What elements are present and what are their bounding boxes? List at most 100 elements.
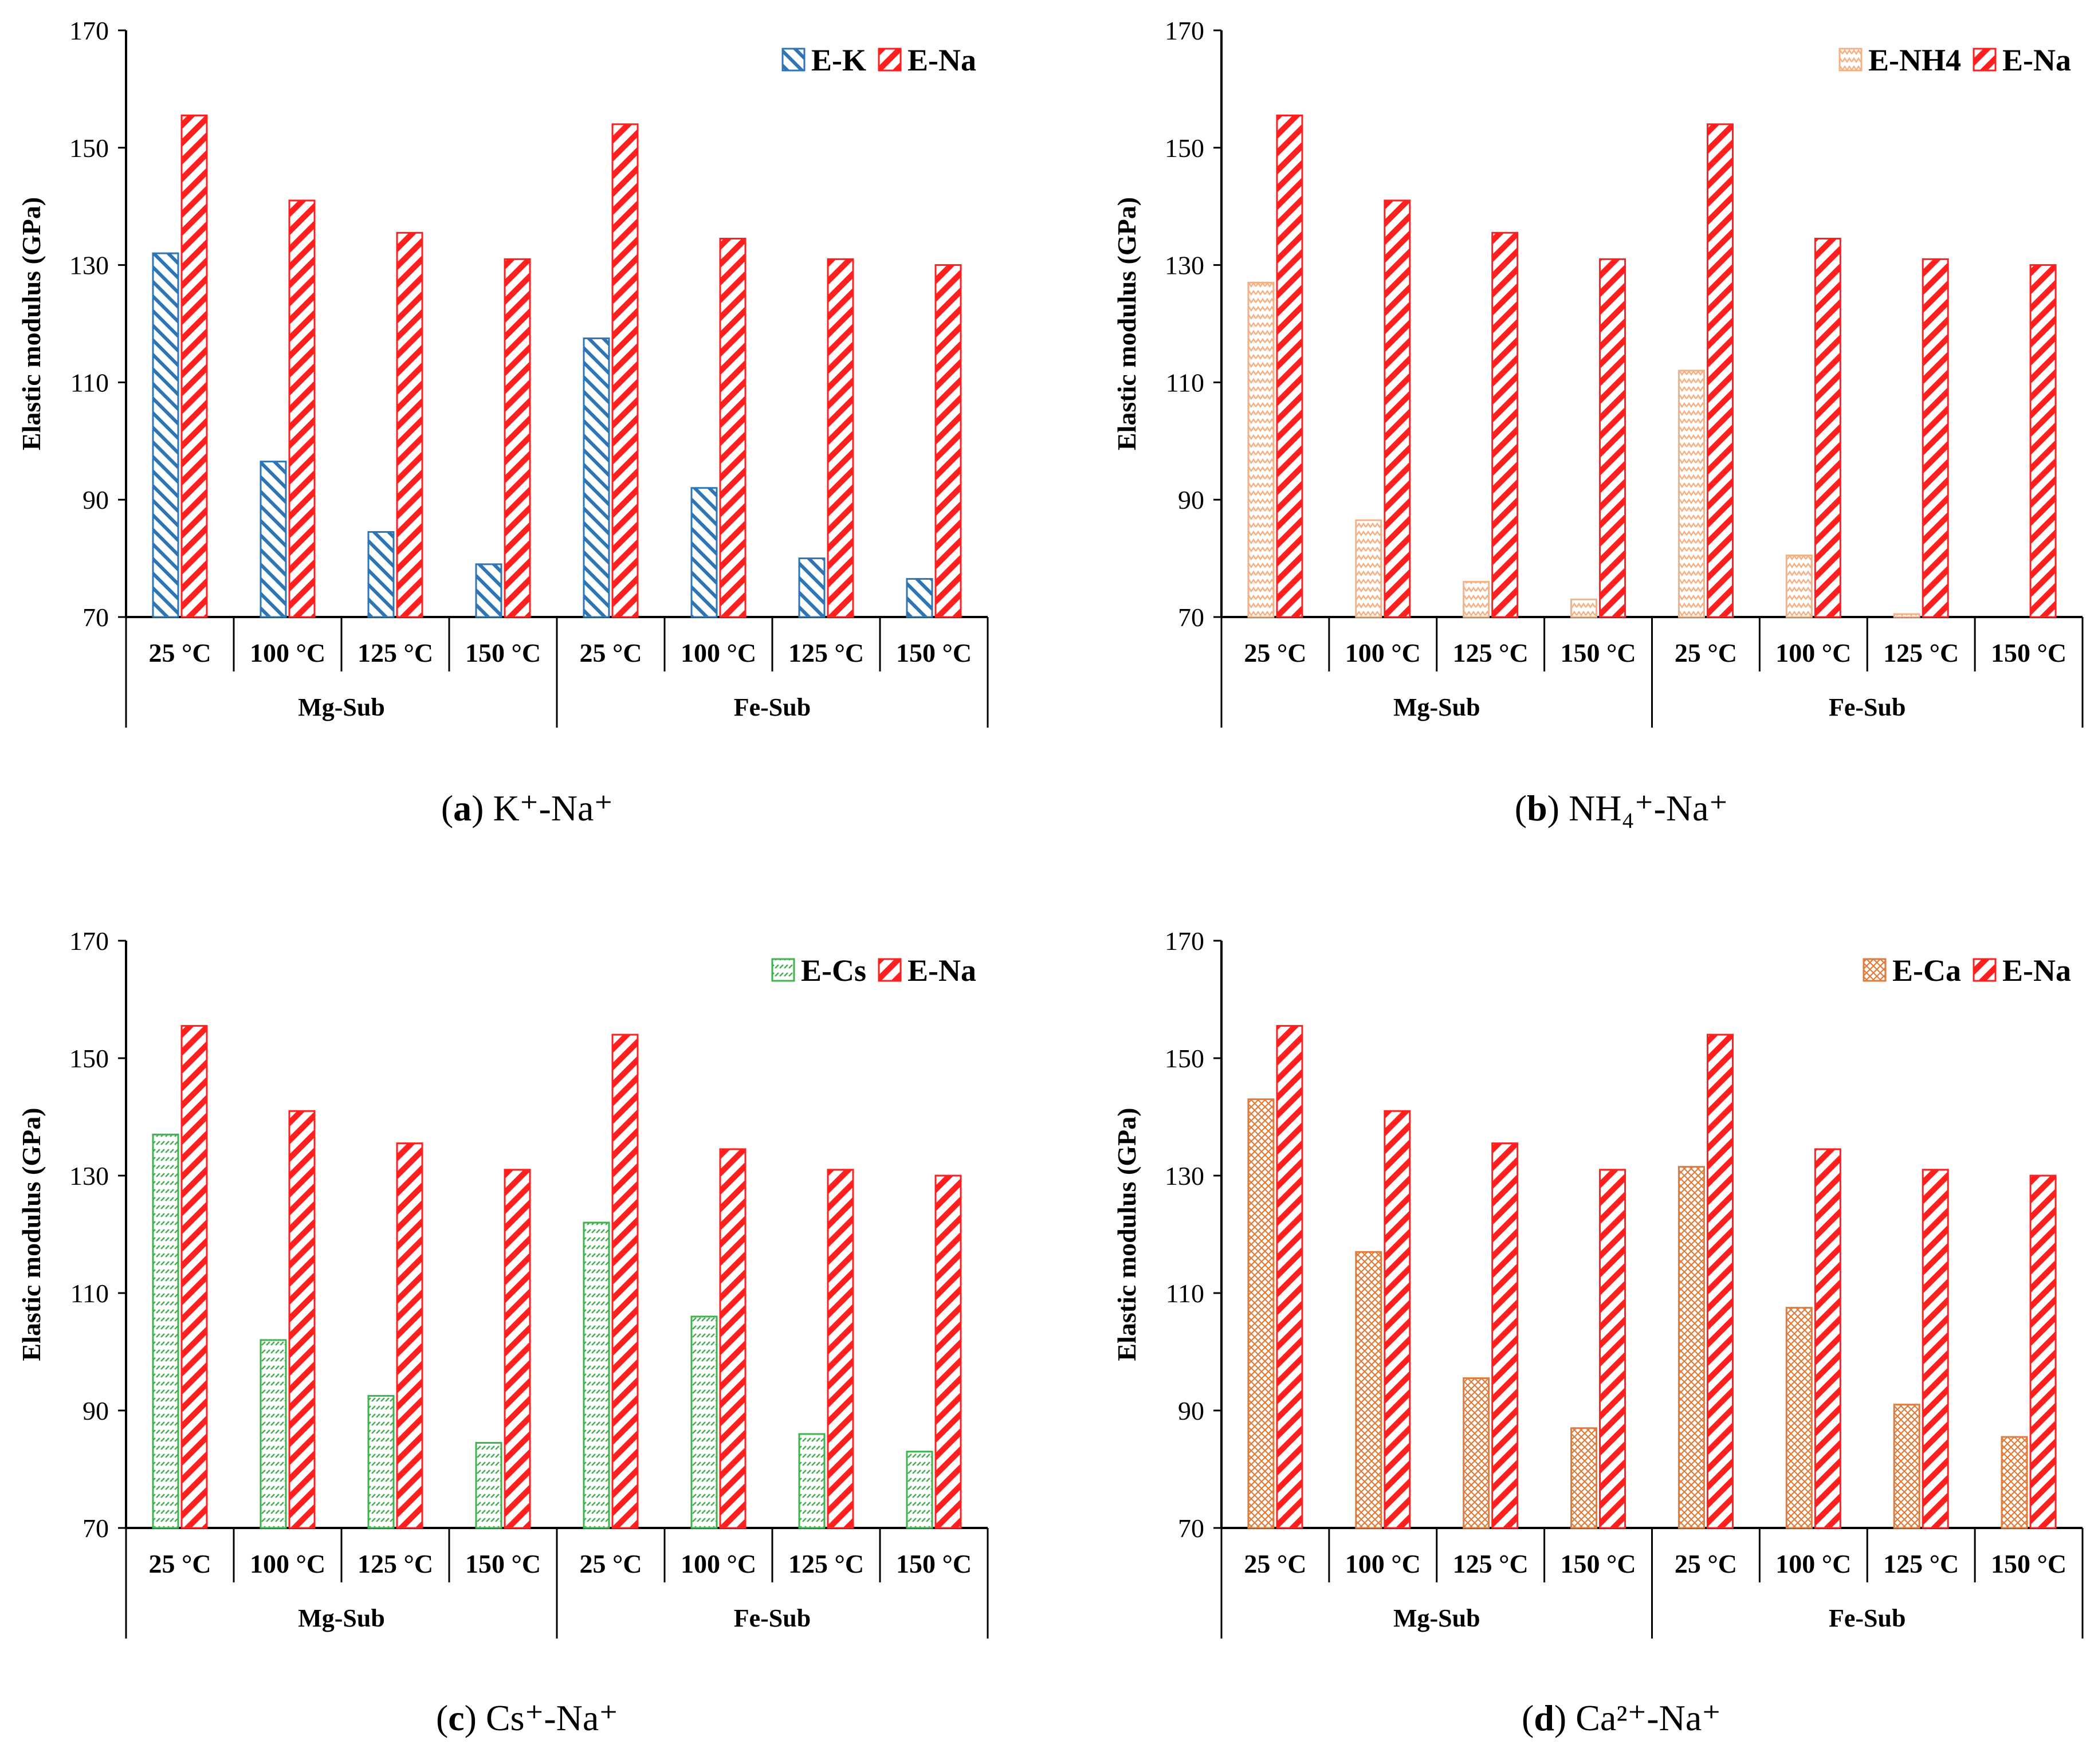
bar-e-nh4-2 [1463, 581, 1490, 618]
bar-e-ca-7 [2001, 1436, 2028, 1529]
bar-e-ca-3 [1570, 1427, 1598, 1529]
bar-e-na-5 [719, 238, 747, 618]
bar-e-na-0 [180, 114, 208, 618]
bar-e-na-5 [719, 1148, 747, 1529]
bar-e-na-6 [827, 1169, 854, 1529]
group-label: Fe-Sub [734, 693, 811, 721]
bar-e-na-3 [1599, 258, 1626, 618]
x-tick-label: 25 °C [1244, 638, 1306, 667]
bar-e-cs-6 [798, 1433, 826, 1529]
x-tick-label: 150 °C [465, 638, 541, 667]
y-tick-label: 90 [1178, 485, 1204, 514]
x-tick-label: 25 °C [1675, 638, 1737, 667]
x-tick-label: 100 °C [250, 1549, 325, 1578]
legend-label: E-NH4 [1868, 43, 1961, 77]
chart-panel-d: 70 90 110 130 150 170 Elastic modulus (GPa) 25 … [1112, 926, 2084, 1738]
y-tick-label: 130 [1165, 251, 1204, 280]
x-tick-label: 100 °C [250, 638, 325, 667]
y-tick-label: 110 [1166, 368, 1204, 397]
bar-e-na-7 [2029, 1174, 2057, 1529]
x-tick-label: 150 °C [896, 1549, 972, 1578]
x-tick-label: 150 °C [896, 638, 972, 667]
bar-e-na-2 [396, 231, 423, 618]
panel-caption: (d) Ca²⁺-Na⁺ [1522, 1698, 1721, 1738]
x-tick-label: 125 °C [788, 1549, 864, 1578]
bar-e-nh4-1 [1355, 519, 1382, 618]
y-tick-label: 90 [82, 1396, 109, 1425]
group-label: Mg-Sub [298, 1604, 385, 1632]
bar-e-na-6 [1922, 1169, 1949, 1529]
legend-swatch [771, 958, 795, 982]
y-tick-label: 90 [82, 485, 109, 514]
x-tick-label: 25 °C [579, 1549, 642, 1578]
y-axis-label: Elastic modulus (GPa) [17, 197, 46, 450]
panel-caption: (b) NH₄⁺-Na⁺ [1515, 788, 1728, 828]
panel-caption: (c) Cs⁺-Na⁺ [436, 1698, 618, 1738]
y-tick-label: 70 [82, 1514, 109, 1543]
group-label: Fe-Sub [734, 1604, 811, 1632]
y-tick-label: 90 [1178, 1396, 1204, 1425]
y-tick-label: 170 [1165, 926, 1204, 956]
x-tick-label: 100 °C [681, 1549, 756, 1578]
bar-e-na-4 [1706, 1034, 1734, 1529]
bar-e-nh4-0 [1247, 281, 1275, 618]
y-tick-label: 70 [82, 603, 109, 632]
y-axis-label: Elastic modulus (GPa) [1112, 1107, 1141, 1361]
legend-swatch [1863, 958, 1887, 982]
legend: E-Na E-Cs [771, 953, 976, 988]
legend: E-Na E-Ca [1863, 953, 2071, 988]
bar-e-cs-7 [906, 1451, 933, 1529]
y-tick-label: 150 [1165, 1044, 1204, 1073]
y-tick-label: 130 [1165, 1161, 1204, 1191]
bar-e-na-3 [504, 1169, 531, 1529]
bar-e-k-5 [690, 487, 718, 618]
bar-e-k-4 [583, 337, 610, 618]
bar-e-na-1 [288, 1110, 316, 1529]
y-tick-label: 170 [69, 926, 109, 956]
panel-caption-letter: c [448, 1698, 464, 1738]
y-tick-label: 70 [1178, 603, 1204, 632]
y-tick-label: 170 [69, 16, 109, 45]
x-tick-label: 150 °C [1561, 638, 1636, 667]
legend-swatch [878, 958, 902, 982]
bar-e-k-1 [260, 461, 287, 618]
bar-e-k-0 [152, 252, 179, 618]
bar-e-na-5 [1814, 238, 1841, 618]
bar-e-na-4 [611, 1034, 639, 1529]
legend: E-Na E-NH4 [1838, 43, 2071, 77]
bar-e-na-5 [1814, 1148, 1841, 1529]
bar-e-na-2 [1491, 231, 1519, 618]
chart-panel-a: 70 90 110 130 150 170 Elastic modulus (GPa) 25 … [17, 16, 989, 828]
bar-e-cs-0 [152, 1133, 179, 1529]
x-tick-label: 100 °C [1775, 638, 1851, 667]
legend: E-Na E-K [781, 43, 976, 77]
legend-swatch [1973, 48, 1997, 72]
bar-e-cs-2 [367, 1394, 395, 1529]
y-axis-label: Elastic modulus (GPa) [1112, 197, 1141, 450]
x-tick-label: 125 °C [1883, 1549, 1959, 1578]
group-label: Mg-Sub [298, 693, 385, 721]
bar-e-na-1 [1384, 199, 1411, 618]
legend-label: E-K [811, 43, 866, 77]
bar-e-na-2 [1491, 1142, 1519, 1529]
x-tick-label: 100 °C [681, 638, 756, 667]
x-tick-label: 125 °C [788, 638, 864, 667]
bar-e-ca-5 [1785, 1307, 1813, 1529]
bar-e-na-3 [1599, 1169, 1626, 1529]
panel-caption-letter: a [453, 788, 472, 828]
x-tick-label: 25 °C [1244, 1549, 1306, 1578]
bar-e-ca-4 [1677, 1166, 1705, 1529]
bar-e-cs-4 [583, 1221, 610, 1529]
group-label: Mg-Sub [1393, 1604, 1480, 1632]
x-tick-label: 25 °C [148, 638, 211, 667]
x-tick-label: 150 °C [1991, 1549, 2066, 1578]
x-tick-label: 150 °C [465, 1549, 541, 1578]
y-tick-label: 110 [70, 368, 109, 397]
legend-label: E-Ca [1892, 953, 1961, 988]
y-tick-label: 110 [70, 1279, 109, 1308]
y-tick-label: 150 [69, 133, 109, 163]
x-tick-label: 150 °C [1991, 638, 2066, 667]
legend-label: E-Cs [801, 953, 866, 988]
bar-e-na-4 [1706, 123, 1734, 618]
